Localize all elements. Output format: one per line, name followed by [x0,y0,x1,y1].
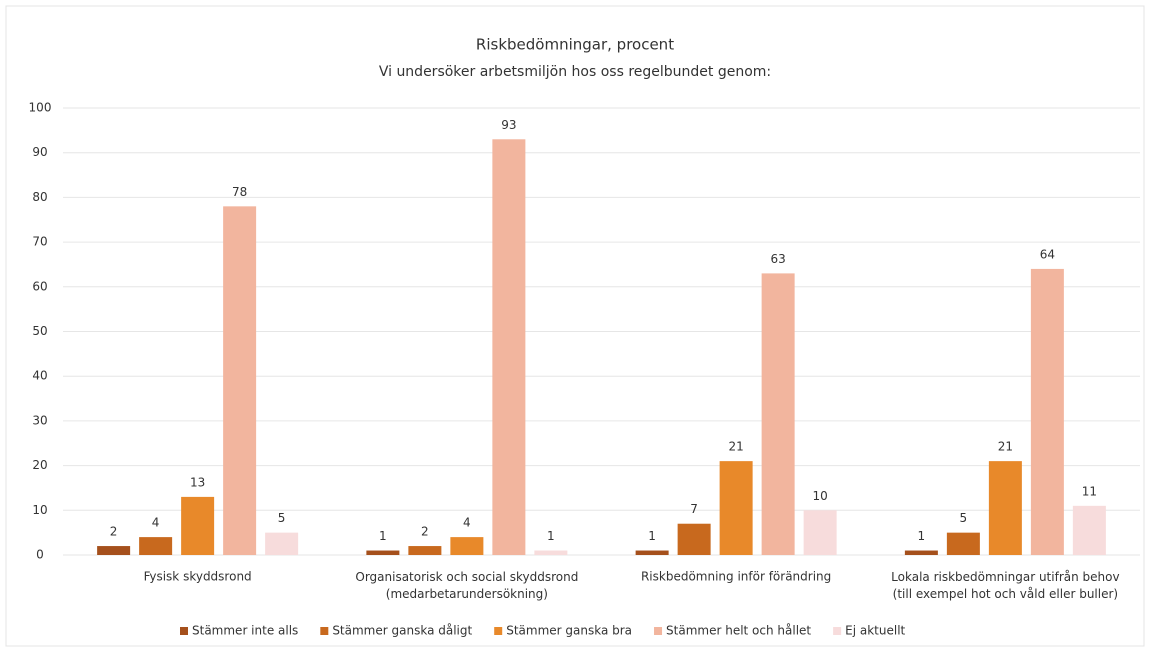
bar [946,532,980,555]
y-tick-label: 10 [32,503,47,517]
bar [677,523,711,555]
bar [97,546,131,555]
legend-swatch [654,627,663,635]
bar [408,546,442,555]
bar [803,510,837,555]
legend-label: Stämmer helt och hållet [666,624,811,638]
data-label: 1 [648,529,656,543]
data-label: 7 [690,502,698,516]
data-label: 21 [728,440,743,454]
legend-swatch [180,627,188,635]
x-tick-label: Fysisk skyddsrond [144,570,252,584]
bar [181,496,215,555]
y-tick-label: 90 [32,145,47,159]
x-tick-label: Organisatorisk och social skyddsrond (med… [355,570,578,601]
y-tick-label: 70 [32,235,47,249]
data-label: 4 [463,516,471,530]
y-tick-label: 30 [32,413,47,427]
bar [366,550,400,555]
legend-label: Ej aktuellt [845,624,905,638]
data-label: 4 [152,516,160,530]
y-tick-label: 20 [32,458,47,472]
data-label: 78 [232,185,247,199]
legend-label: Stämmer inte alls [192,624,298,638]
y-tick-label: 0 [36,548,44,562]
bar [492,139,526,556]
bar [1072,505,1106,555]
data-label: 21 [998,440,1013,454]
bar [761,273,795,555]
data-label: 1 [379,529,387,543]
bar [534,550,568,555]
data-label: 64 [1040,247,1055,261]
bar [1030,268,1064,555]
data-label: 5 [960,511,968,525]
data-label: 2 [110,525,118,539]
legend-label: Stämmer ganska bra [506,624,632,638]
legend-swatch [494,627,503,635]
y-tick-label: 50 [32,324,47,338]
data-label: 11 [1082,484,1097,498]
bar [265,532,299,555]
data-label: 13 [190,475,205,489]
y-tick-label: 100 [29,101,52,115]
legend-swatch [320,627,329,635]
data-label: 10 [812,489,827,503]
data-label: 1 [547,529,555,543]
bar [223,206,257,555]
data-label: 5 [278,511,286,525]
bar [139,537,173,555]
chart-title: Riskbedömningar, procent [476,36,674,54]
legend-swatch [833,627,842,635]
x-tick-label: Lokala riskbedömningar utifrån behov (til… [891,570,1119,601]
data-label: 2 [421,525,429,539]
legend-label: Stämmer ganska dåligt [332,624,472,638]
y-tick-label: 80 [32,190,47,204]
bar [450,537,484,555]
data-label: 1 [918,529,926,543]
y-tick-label: 40 [32,369,47,383]
data-label: 93 [501,118,516,132]
x-tick-label: Riskbedömning inför förändring [641,570,831,584]
chart-subtitle: Vi undersöker arbetsmiljön hos oss regel… [379,64,771,80]
y-tick-label: 60 [32,279,47,293]
bar [719,461,753,555]
bar [904,550,938,555]
data-label: 63 [770,252,785,266]
bar [988,461,1022,555]
bar [635,550,669,555]
